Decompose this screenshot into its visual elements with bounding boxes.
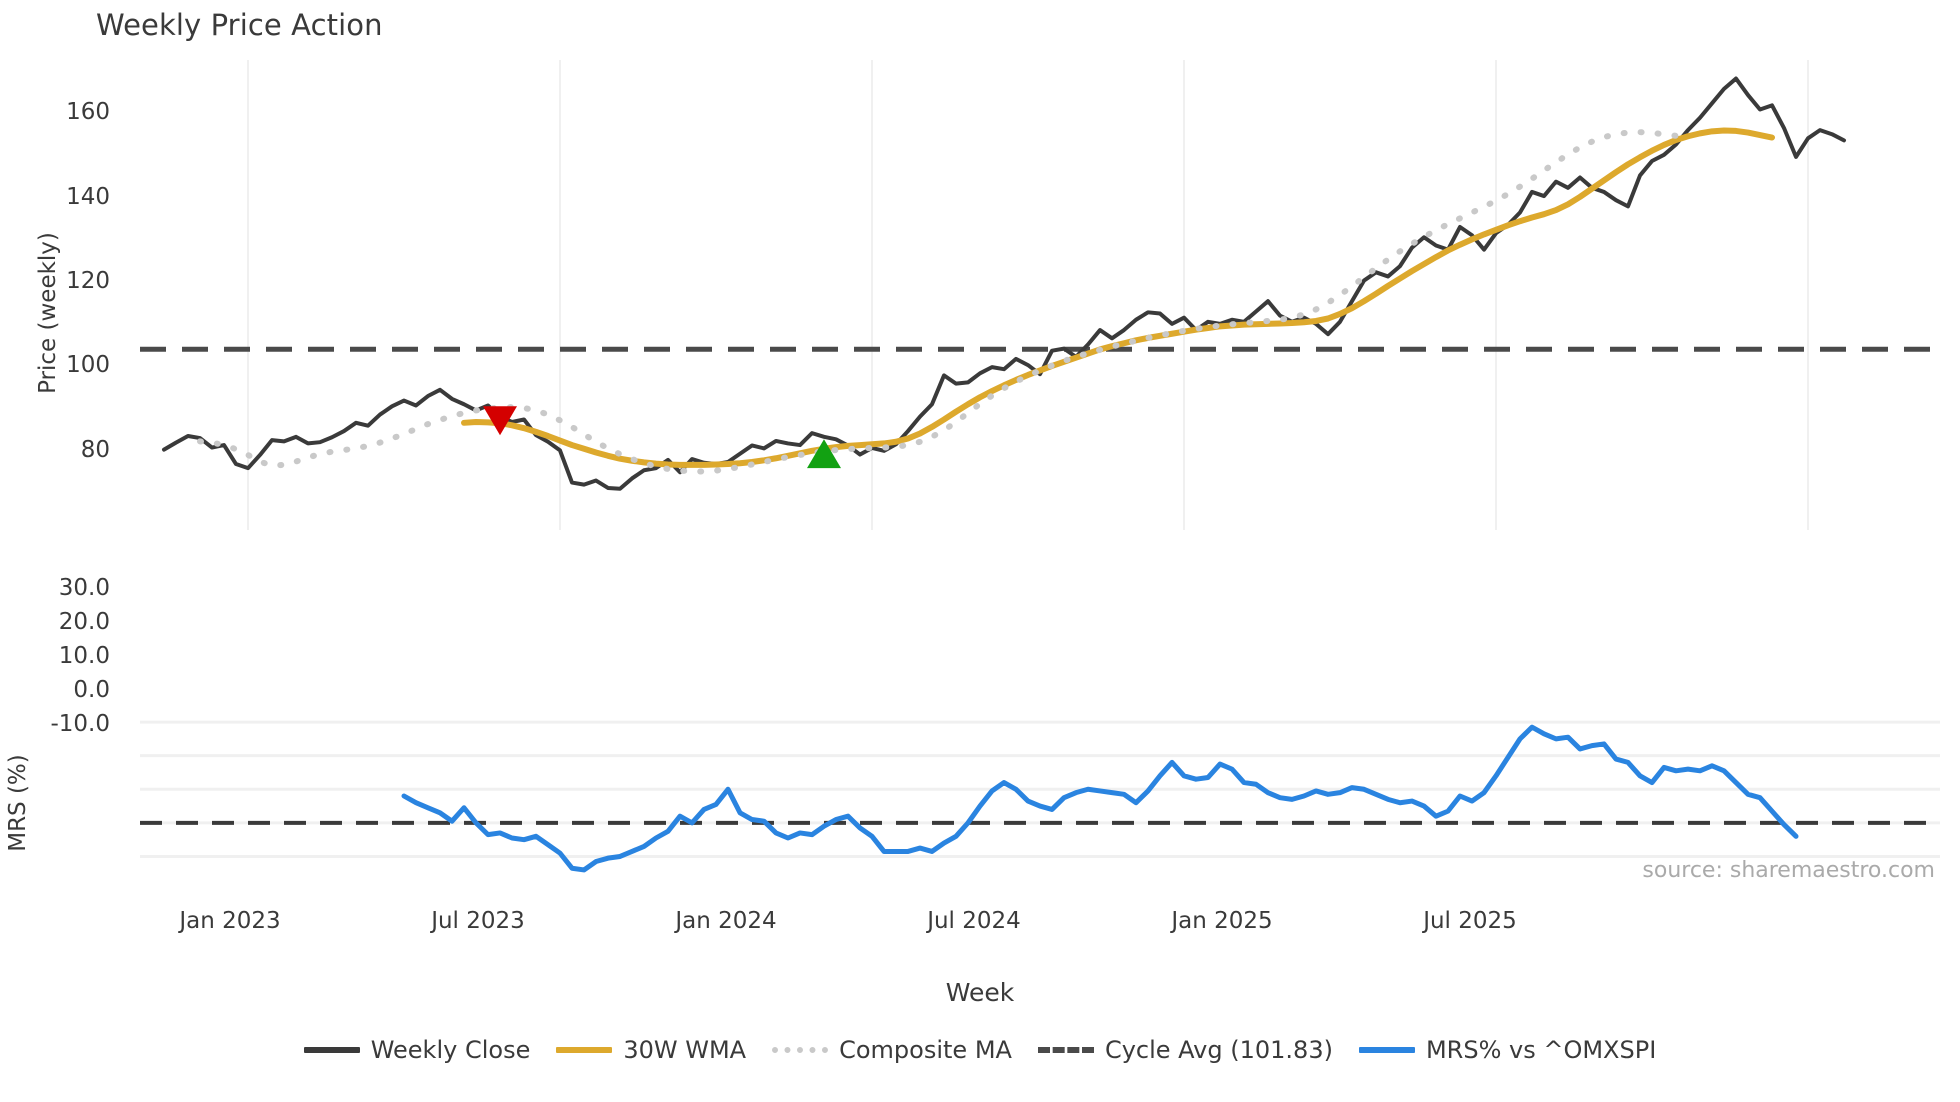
chart-title: Weekly Price Action	[96, 8, 383, 42]
legend-label-30w-wma: 30W WMA	[623, 1036, 747, 1064]
legend-swatch-weekly-close	[303, 1047, 360, 1053]
price-series-svg	[140, 60, 1940, 530]
series-weekly-close	[162, 76, 1846, 491]
y-tick-price-120: 120	[66, 268, 110, 294]
chart-legend: Weekly Close 30W WMA Composite MA Cycle …	[0, 1022, 1960, 1078]
y-tick-mrs-30: 30.0	[58, 575, 110, 601]
series-composite-ma	[197, 129, 1679, 475]
y-tick-price-140: 140	[66, 184, 110, 210]
y-tick-price-160: 160	[66, 99, 110, 125]
buy-marker	[807, 439, 841, 469]
legend-swatch-cycle-avg	[1037, 1047, 1094, 1053]
x-tick-jul-2023: Jul 2023	[431, 908, 525, 934]
x-tick-jan-2024: Jan 2024	[675, 908, 777, 934]
legend-item-mrs[interactable]: MRS% vs ^OMXSPI	[1358, 1036, 1657, 1064]
y-tick-mrs-neg10: -10.0	[50, 711, 110, 737]
x-tick-jul-2025: Jul 2025	[1423, 908, 1517, 934]
y-axis-label-price: Price (weekly)	[35, 232, 61, 394]
series-mrs-pct	[401, 724, 1799, 873]
mrs-series-svg	[140, 720, 1940, 873]
legend-swatch-30w-wma	[556, 1047, 613, 1053]
sell-marker	[483, 406, 517, 436]
y-tick-price-100: 100	[66, 352, 110, 378]
y-tick-price-80: 80	[80, 437, 110, 463]
legend-item-30w-wma[interactable]: 30W WMA	[556, 1036, 746, 1064]
mrs-chart-plot-area	[140, 712, 1940, 880]
y-tick-mrs-0: 0.0	[73, 677, 110, 703]
x-tick-jan-2023: Jan 2023	[179, 908, 281, 934]
legend-item-weekly-close[interactable]: Weekly Close	[303, 1036, 531, 1064]
legend-label-composite-ma: Composite MA	[839, 1036, 1012, 1064]
x-tick-jan-2025: Jan 2025	[1171, 908, 1273, 934]
y-tick-mrs-20: 20.0	[58, 609, 110, 635]
legend-label-weekly-close: Weekly Close	[370, 1036, 531, 1064]
x-tick-jul-2024: Jul 2024	[927, 908, 1021, 934]
y-tick-mrs-10: 10.0	[58, 643, 110, 669]
legend-item-cycle-avg[interactable]: Cycle Avg (101.83)	[1037, 1036, 1333, 1064]
legend-label-mrs: MRS% vs ^OMXSPI	[1425, 1036, 1657, 1064]
legend-label-cycle-avg: Cycle Avg (101.83)	[1104, 1036, 1333, 1064]
legend-swatch-mrs	[1358, 1047, 1415, 1053]
price-chart-plot-area	[140, 60, 1940, 530]
legend-swatch-composite-ma	[772, 1047, 829, 1053]
legend-item-composite-ma[interactable]: Composite MA	[772, 1036, 1012, 1064]
y-axis-label-mrs: MRS (%)	[5, 754, 31, 852]
source-attribution: source: sharemaestro.com	[1642, 858, 1935, 883]
x-axis-label: Week	[945, 978, 1015, 1007]
